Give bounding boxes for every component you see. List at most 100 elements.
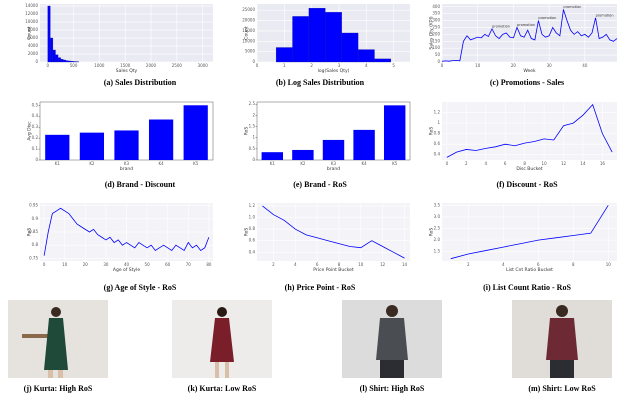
head	[556, 305, 568, 317]
x-tick-label: 30	[103, 262, 109, 267]
x-tick-label: 0	[446, 161, 449, 166]
bar	[322, 139, 345, 160]
chart-panel: 0 2000 4000 6000 8000 10000 12000 14000 0 500 1000…	[25, 3, 213, 87]
y-tick-label: 0.5	[249, 146, 256, 151]
y-tick-label: 0.85	[29, 229, 38, 234]
x-tick-label: 10	[475, 63, 481, 68]
x-tick-label: 8	[338, 262, 341, 267]
x-tick-label: K1	[55, 161, 61, 166]
line	[441, 9, 618, 62]
chart-panel: 0.4 0.6 0.8 1.0 1.2 2 4 6 8 10 12 14 Price Point Buc…	[244, 203, 410, 292]
x-tick-label: 2	[310, 63, 313, 68]
histogram-bar	[325, 12, 342, 63]
chart-caption: (g) Age of Style - RoS	[104, 283, 177, 292]
x-tick-label: 0	[256, 63, 259, 68]
x-tick-label: 12	[561, 161, 567, 166]
chart-panel: 0 0.1 0.2 0.3 0.4 0.5 K1 K2 K3 K4 K5 brand Avg Disc (…	[27, 101, 214, 189]
histogram-bar	[292, 16, 310, 63]
y-axis-label: Avg Disc	[27, 121, 33, 141]
x-tick-label: 0	[46, 63, 49, 68]
y-axis-label: RoS	[429, 228, 435, 237]
chart-panel: 0.75 0.8 0.85 0.9 0.95 0 10 20 30 40 50 60 70 80 Age o…	[27, 203, 213, 292]
chart-caption: (c) Promotions - Sales	[490, 78, 564, 87]
x-tick-label: 1000	[94, 63, 105, 68]
y-tick-label: 2000	[28, 51, 39, 56]
x-tick-label: 8	[523, 161, 526, 166]
y-tick-label: 0.8	[32, 242, 39, 247]
x-tick-label: K2	[89, 161, 95, 166]
y-tick-label: 0	[35, 59, 38, 64]
histogram-bar	[73, 61, 77, 63]
x-tick-label: 8	[572, 262, 575, 267]
x-tick-label: 80	[206, 262, 212, 267]
x-tick-label: 4	[484, 161, 487, 166]
y-tick-label: 3.0	[434, 214, 441, 219]
x-tick-label: 2	[465, 161, 468, 166]
histogram-bar	[357, 49, 375, 63]
x-tick-label: 500	[70, 63, 78, 68]
histogram-bar	[308, 7, 326, 63]
x-tick-label: 4	[502, 262, 505, 267]
histogram-bar	[374, 58, 392, 63]
bar	[261, 152, 284, 160]
x-tick-label: 20	[83, 262, 89, 267]
y-tick-label: 5000	[245, 49, 256, 54]
annotation: promotion	[538, 16, 556, 20]
chart-caption: (b) Log Sales Distribution	[276, 78, 365, 87]
image-caption: (m) Shirt: Low RoS	[528, 384, 596, 393]
plot-background	[40, 4, 213, 62]
plot-background	[442, 4, 617, 62]
y-tick-label: 12000	[25, 11, 38, 16]
x-tick-label: 16	[600, 161, 606, 166]
x-tick-label: 2	[467, 262, 470, 267]
x-tick-label: 40	[582, 63, 588, 68]
y-tick-label: 1	[437, 120, 440, 125]
y-axis-label: Sales Qty (KPI)	[429, 16, 435, 50]
x-tick-label: 20	[511, 63, 517, 68]
y-tick-label: 2.0	[434, 237, 441, 242]
line	[262, 205, 405, 259]
histogram-bar	[57, 57, 61, 63]
y-tick-label: 0.4	[32, 113, 39, 118]
chart-panel: 0 0.5 1 1.5 2 2.5 K1 K2 K3 K4 K5 brand RoS (e) Brand …	[244, 101, 411, 189]
line	[43, 207, 210, 256]
plot-background	[442, 203, 617, 261]
x-axis-label: brand	[327, 166, 340, 172]
y-tick-label: 15000	[242, 28, 255, 33]
x-tick-label: 0	[441, 63, 444, 68]
shirt	[376, 318, 408, 360]
x-tick-label: 3	[338, 63, 341, 68]
y-tick-label: 100	[432, 45, 440, 50]
y-tick-label: 250	[432, 24, 440, 29]
x-tick-label: K5	[392, 161, 398, 166]
y-tick-label: 0.1	[32, 146, 39, 151]
y-tick-label: 0.4	[249, 249, 256, 254]
x-axis-label: Age of Style	[113, 267, 140, 273]
histogram-bar	[70, 61, 74, 63]
x-tick-label: 14	[580, 161, 586, 166]
y-tick-label: 200	[432, 31, 440, 36]
y-axis-label: Count	[27, 26, 33, 40]
chart-panel: 1.5 2.0 2.5 3.0 3.5 2 4 6 8 10 List Cnt Ratio Buck…	[429, 202, 617, 292]
bar	[353, 129, 375, 160]
x-tick-label: 10	[62, 262, 68, 267]
x-tick-label: K5	[193, 161, 199, 166]
y-tick-label: 10000	[25, 19, 38, 24]
x-axis-label: log(Sales Qty)	[318, 68, 350, 74]
x-tick-label: 1500	[120, 63, 131, 68]
y-tick-label: 3.5	[434, 202, 441, 207]
y-tick-label: 0	[437, 59, 440, 64]
y-tick-label: 25000	[242, 7, 255, 12]
x-tick-label: K4	[362, 161, 368, 166]
histogram-bar	[50, 37, 54, 63]
y-tick-label: 0.3	[32, 124, 39, 129]
head	[386, 305, 398, 317]
y-tick-label: 150	[432, 38, 440, 43]
chart-caption: (f) Discount - RoS	[496, 180, 558, 189]
x-tick-label: 3000	[198, 63, 209, 68]
annotation: promotion	[596, 13, 614, 17]
y-tick-label: 8000	[28, 27, 39, 32]
chart-caption: (h) Price Point - RoS	[285, 283, 356, 292]
y-tick-label: 10000	[242, 38, 255, 43]
